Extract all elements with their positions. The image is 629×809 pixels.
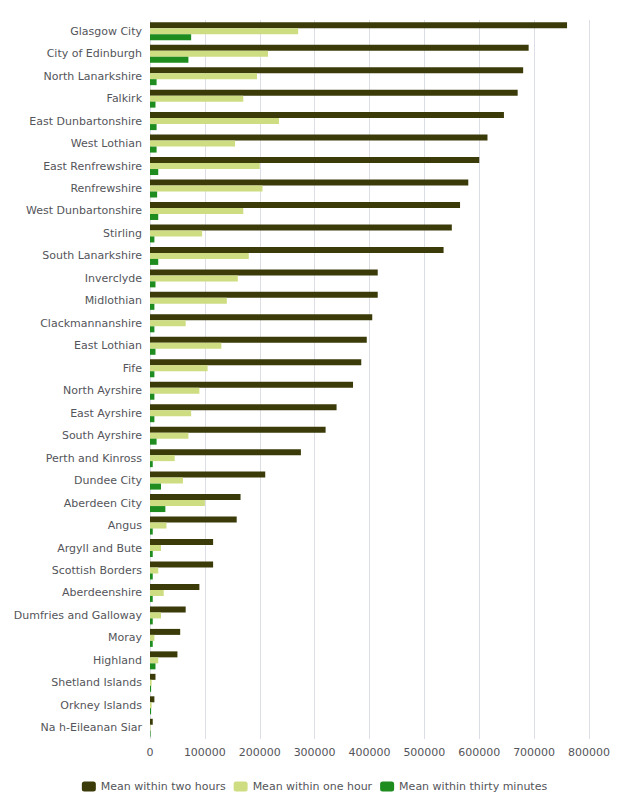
svg-text:East Dunbartonshire: East Dunbartonshire (29, 115, 142, 128)
svg-text:Inverclyde: Inverclyde (85, 272, 142, 285)
svg-text:100000: 100000 (184, 746, 226, 759)
svg-text:Argyll and Bute: Argyll and Bute (57, 542, 142, 555)
svg-text:Highland: Highland (93, 654, 142, 667)
svg-text:Angus: Angus (108, 519, 142, 532)
svg-text:West Dunbartonshire: West Dunbartonshire (26, 204, 142, 217)
svg-text:500000: 500000 (403, 746, 445, 759)
svg-text:Orkney Islands: Orkney Islands (60, 699, 142, 712)
svg-text:South Lanarkshire: South Lanarkshire (42, 249, 142, 262)
svg-text:Na h-Eileanan Siar: Na h-Eileanan Siar (41, 721, 143, 734)
svg-text:Midlothian: Midlothian (85, 294, 142, 307)
svg-text:West Lothian: West Lothian (71, 137, 142, 150)
svg-text:Moray: Moray (108, 631, 142, 644)
svg-text:600000: 600000 (458, 746, 500, 759)
svg-text:400000: 400000 (349, 746, 391, 759)
svg-text:Stirling: Stirling (103, 227, 142, 240)
svg-text:East Lothian: East Lothian (74, 339, 142, 352)
svg-text:Fife: Fife (123, 362, 142, 375)
svg-text:0: 0 (147, 746, 154, 759)
svg-text:City of Edinburgh: City of Edinburgh (47, 47, 142, 60)
svg-text:Perth and Kinross: Perth and Kinross (46, 452, 142, 465)
svg-text:North Lanarkshire: North Lanarkshire (43, 70, 142, 83)
svg-text:North Ayrshire: North Ayrshire (63, 384, 142, 397)
svg-text:Aberdeen City: Aberdeen City (64, 497, 143, 510)
svg-text:200000: 200000 (239, 746, 281, 759)
svg-text:Aberdeenshire: Aberdeenshire (62, 586, 142, 599)
svg-text:Dumfries and Galloway: Dumfries and Galloway (14, 609, 143, 622)
svg-text:East Renfrewshire: East Renfrewshire (43, 160, 142, 173)
svg-text:East Ayrshire: East Ayrshire (70, 407, 142, 420)
svg-text:Glasgow City: Glasgow City (70, 25, 142, 38)
svg-text:700000: 700000 (513, 746, 555, 759)
svg-text:Mean within two hours: Mean within two hours (101, 780, 226, 793)
svg-text:Mean within thirty minutes: Mean within thirty minutes (399, 780, 547, 793)
svg-text:Shetland Islands: Shetland Islands (51, 676, 142, 689)
svg-text:Dundee City: Dundee City (74, 474, 142, 487)
svg-text:Scottish Borders: Scottish Borders (52, 564, 143, 577)
svg-text:South Ayrshire: South Ayrshire (62, 429, 142, 442)
svg-text:800000: 800000 (568, 746, 610, 759)
svg-text:Mean within one hour: Mean within one hour (253, 780, 373, 793)
svg-text:Clackmannanshire: Clackmannanshire (40, 317, 142, 330)
svg-text:Falkirk: Falkirk (107, 92, 143, 105)
svg-text:Renfrewshire: Renfrewshire (70, 182, 142, 195)
svg-text:300000: 300000 (294, 746, 336, 759)
